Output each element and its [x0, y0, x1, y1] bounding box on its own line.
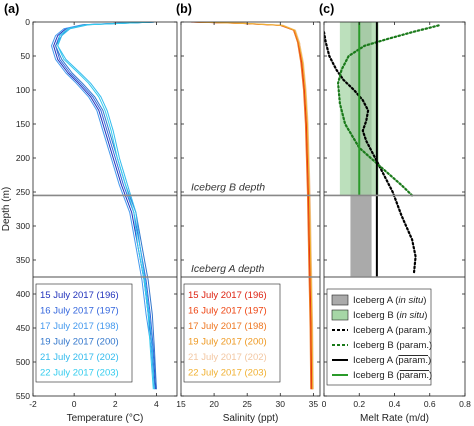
series-line — [57, 22, 155, 390]
y-tick-label: 300 — [16, 221, 30, 231]
y-tick-label: 150 — [16, 119, 30, 129]
legend-entry: 22 July 2017 (203) — [188, 368, 267, 379]
legend-box: 15 July 2017 (196) 16 July 2017 (197) 17 J… — [35, 283, 133, 383]
iceberg-depth-label: Iceberg A depth — [191, 263, 265, 275]
series-line — [57, 22, 155, 390]
legend-entry: Iceberg A (in situ) — [353, 295, 426, 306]
legend-entry: 17 July 2017 (198) — [40, 321, 119, 332]
x-tick-label: 2 — [113, 399, 118, 409]
legend-entry: Iceberg B (param.) — [353, 370, 432, 381]
series-line — [337, 24, 440, 197]
legend-entry: 17 July 2017 (198) — [188, 321, 267, 332]
y-tick-label: 450 — [16, 323, 30, 333]
panel-label: (a) — [4, 2, 19, 16]
axes-frame — [180, 21, 321, 397]
axes-frame — [32, 21, 178, 397]
legend-entry: Iceberg A (param.) — [353, 355, 431, 366]
x-tick-label: -2 — [29, 399, 37, 409]
y-tick-label: 0 — [25, 17, 30, 27]
y-tick-label: 200 — [16, 153, 30, 163]
legend-entry: Iceberg A (param.) — [353, 325, 431, 336]
y-tick-label: 500 — [16, 357, 30, 367]
plot-area — [324, 22, 440, 277]
plot-area — [190, 22, 314, 390]
legend-entry: 16 July 2017 (197) — [188, 306, 267, 317]
legend-swatch — [331, 309, 349, 321]
iceberg-depth-label: Iceberg B depth — [191, 181, 265, 193]
legend-box: Iceberg A (in situ) Iceberg B (in situ) Ic… — [326, 288, 432, 386]
legend-entry: 22 July 2017 (203) — [40, 368, 119, 379]
x-tick-label: 30 — [276, 399, 286, 409]
x-tick-label: 0.6 — [424, 399, 436, 409]
x-axis-label: Melt Rate (m/d) — [360, 413, 429, 424]
panel-3: 0 0.2 0.4 0.6 0.8 Melt Rate (m/d) (c) — [319, 2, 471, 424]
y-tick-label: 100 — [16, 85, 30, 95]
legend-entry: 16 July 2017 (197) — [40, 306, 119, 317]
series-line — [196, 22, 314, 390]
panel-label: (c) — [319, 2, 334, 16]
y-tick-label: 250 — [16, 187, 30, 197]
series-line — [51, 22, 155, 390]
legend-entry: 15 July 2017 (196) — [40, 290, 119, 301]
legend-entry: 21 July 2017 (202) — [188, 352, 267, 363]
x-tick-label: 0 — [72, 399, 77, 409]
legend-entry: 15 July 2017 (196) — [188, 290, 267, 301]
x-tick-label: 20 — [209, 399, 219, 409]
panel-2: Iceberg B depth Iceberg A depth 15 20 25 30 35… — [176, 2, 321, 424]
legend-box: 15 July 2017 (196) 16 July 2017 (197) 17 J… — [183, 283, 281, 383]
x-tick-label: 35 — [309, 399, 319, 409]
legend-entry: Iceberg B (in situ) — [353, 310, 427, 321]
x-axis-label: Salinity (ppt) — [223, 413, 279, 424]
x-axis-label: Temperature (°C) — [67, 413, 144, 424]
legend-entry: Iceberg B (param.) — [353, 340, 432, 351]
y-tick-label: 350 — [16, 255, 30, 265]
plot-area — [51, 22, 157, 390]
x-tick-label: 25 — [242, 399, 252, 409]
x-tick-label: 0.8 — [459, 399, 471, 409]
legend-frame — [35, 283, 133, 383]
x-tick-label: 0.4 — [389, 399, 401, 409]
y-tick-label: 550 — [16, 391, 30, 401]
panel-1: -2 0 2 4 Temperature (°C) 0 50 100 150 200 250 300 3… — [1, 2, 178, 424]
x-tick-label: 0.2 — [353, 399, 365, 409]
panel-label: (b) — [176, 2, 192, 16]
legend-entry: 19 July 2017 (200) — [188, 337, 267, 348]
x-tick-label: 0 — [322, 399, 327, 409]
x-tick-label: 4 — [154, 399, 159, 409]
series-line — [324, 31, 417, 275]
legend-entry: 19 July 2017 (200) — [40, 337, 119, 348]
legend-swatch — [331, 294, 349, 306]
x-tick-label: 15 — [176, 399, 186, 409]
y-axis-label: Depth (m) — [1, 187, 12, 231]
legend-entry: 21 July 2017 (202) — [40, 352, 119, 363]
y-tick-label: 50 — [21, 51, 31, 61]
legend-frame — [183, 283, 281, 383]
y-tick-label: 400 — [16, 289, 30, 299]
